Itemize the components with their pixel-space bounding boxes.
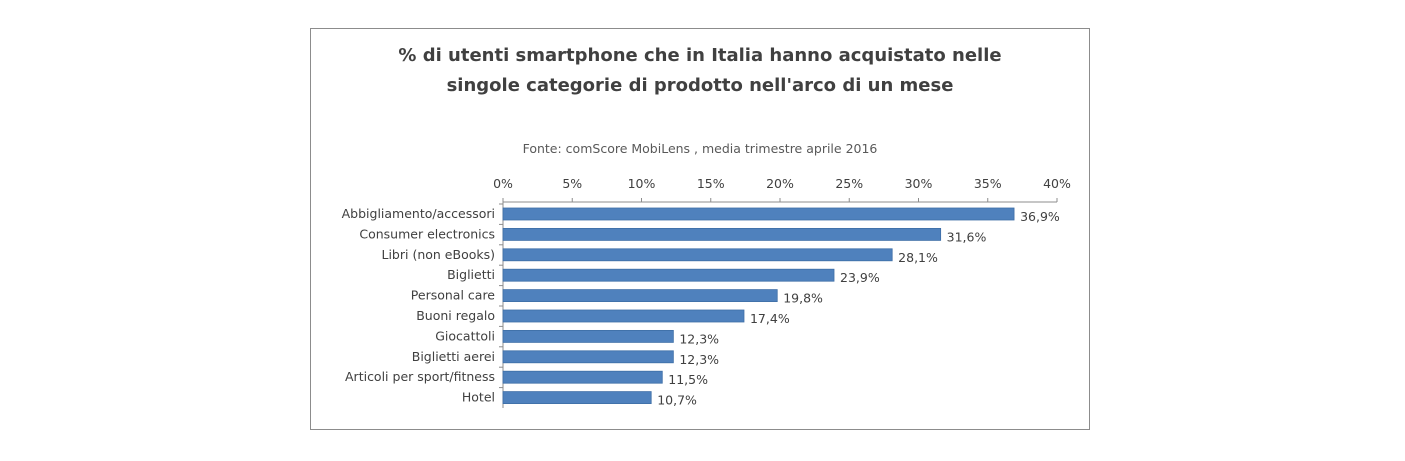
x-tick-label: 35%: [974, 176, 1002, 191]
category-label: Biglietti aerei: [412, 349, 495, 364]
bar: [502, 227, 942, 241]
data-label: 12,3%: [679, 331, 719, 346]
category-label: Biglietti: [447, 267, 495, 282]
bar: [502, 391, 652, 405]
chart-source: Fonte: comScore MobiLens , media trimest…: [522, 141, 878, 156]
category-label: Giocattoli: [435, 328, 495, 343]
data-label: 10,7%: [657, 393, 697, 408]
data-label: 11,5%: [668, 372, 708, 387]
data-label: 12,3%: [679, 352, 719, 367]
bar: [502, 329, 674, 343]
x-tick-label: 10%: [628, 176, 656, 191]
category-label: Articoli per sport/fitness: [345, 369, 495, 384]
chart-title-line-2: singole categorie di prodotto nell'arco …: [446, 75, 954, 96]
data-label: 31,6%: [947, 229, 987, 244]
data-label: 28,1%: [898, 250, 938, 265]
bar: [502, 207, 1015, 221]
data-label: 36,9%: [1020, 209, 1060, 224]
x-tick-label: 30%: [905, 176, 933, 191]
bar: [502, 309, 745, 323]
category-label: Abbigliamento/accessori: [342, 206, 495, 221]
x-tick-label: 0%: [493, 176, 513, 191]
category-label: Hotel: [462, 390, 495, 405]
category-label: Consumer electronics: [359, 226, 495, 241]
x-tick-label: 5%: [562, 176, 582, 191]
bar: [502, 268, 835, 282]
x-tick-label: 20%: [766, 176, 794, 191]
category-label: Libri (non eBooks): [382, 247, 496, 262]
data-label: 23,9%: [840, 270, 880, 285]
data-label: 17,4%: [750, 311, 790, 326]
bar: [502, 289, 778, 303]
chart-title-line-1: % di utenti smartphone che in Italia han…: [398, 45, 1002, 66]
bar: [502, 350, 674, 364]
x-tick-label: 15%: [697, 176, 725, 191]
x-tick-label: 25%: [835, 176, 863, 191]
bar: [502, 370, 663, 384]
category-label: Buoni regalo: [416, 308, 495, 323]
data-label: 19,8%: [783, 291, 823, 306]
x-tick-label: 40%: [1043, 176, 1071, 191]
category-label: Personal care: [411, 288, 496, 303]
bar: [502, 248, 893, 262]
chart-frame: [310, 28, 1090, 430]
